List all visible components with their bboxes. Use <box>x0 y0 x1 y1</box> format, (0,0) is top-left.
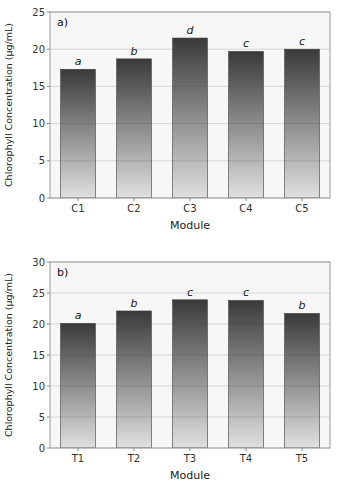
bar <box>61 69 96 198</box>
tick-label: T2 <box>127 453 140 464</box>
annotation: c <box>243 286 249 299</box>
tick-label: C1 <box>71 203 84 214</box>
plot-frame <box>50 262 330 448</box>
tick-label: 20 <box>32 44 45 55</box>
tick-label: T3 <box>183 453 196 464</box>
bars <box>61 38 320 198</box>
panel-label: b) <box>57 266 68 279</box>
plot-background <box>50 262 330 448</box>
tick-label: T1 <box>71 453 84 464</box>
bar <box>117 311 152 448</box>
tick-label: 5 <box>39 155 45 166</box>
annotation: a <box>75 55 82 68</box>
tick-label: 5 <box>39 412 45 423</box>
x-axis-label: Module <box>170 219 210 232</box>
annotation: c <box>187 286 193 299</box>
bar <box>285 313 320 448</box>
y-axis-label: Chlorophyll Concentration (µg/mL) <box>3 23 14 187</box>
tick-label: C5 <box>295 203 308 214</box>
bar <box>117 59 152 198</box>
tick-label: 30 <box>32 257 45 268</box>
tick-label: 25 <box>32 7 45 18</box>
tick-label: 10 <box>32 118 45 129</box>
bars <box>61 300 320 448</box>
annotation: c <box>299 35 305 48</box>
tick-label: C2 <box>127 203 140 214</box>
bar <box>229 300 264 448</box>
tick-label: 25 <box>32 288 45 299</box>
tick-label: 15 <box>32 81 45 92</box>
tick-label: C4 <box>239 203 252 214</box>
annotation: a <box>75 309 82 322</box>
tick-label: 10 <box>32 381 45 392</box>
tick-label: 20 <box>32 319 45 330</box>
annotation: b <box>299 299 306 312</box>
plot-frame <box>50 12 330 198</box>
tick-label: 0 <box>39 443 45 454</box>
tick-label: T4 <box>239 453 252 464</box>
annotation: c <box>243 37 249 50</box>
annotation: d <box>187 24 195 37</box>
annotation: b <box>131 297 138 310</box>
annotation: b <box>131 45 138 58</box>
panel-label: a) <box>57 16 68 29</box>
bar <box>173 300 208 448</box>
y-axis-label: Chlorophyll Concentration (µg/mL) <box>3 273 14 437</box>
plot-background <box>50 12 330 198</box>
tick-label: 15 <box>32 350 45 361</box>
panel: 0 5 10 15 20 25 a b d c c C1 C2 C3 C4 C5 a) Module Chlorop… <box>3 7 330 233</box>
tick-label: C3 <box>183 203 196 214</box>
bar <box>229 51 264 198</box>
bar <box>285 49 320 198</box>
tick-label: 0 <box>39 193 45 204</box>
bar <box>61 323 96 448</box>
panel: 0 5 10 15 20 25 30 a b c c b T1 T2 T3 T4 T5 b) Module Chlor… <box>3 257 330 483</box>
tick-label: T5 <box>295 453 308 464</box>
figure: 0 5 10 15 20 25 a b d c c C1 C2 C3 C4 C5 a) Module Chlorop… <box>0 0 340 500</box>
x-axis-label: Module <box>170 469 210 482</box>
bar <box>173 38 208 198</box>
